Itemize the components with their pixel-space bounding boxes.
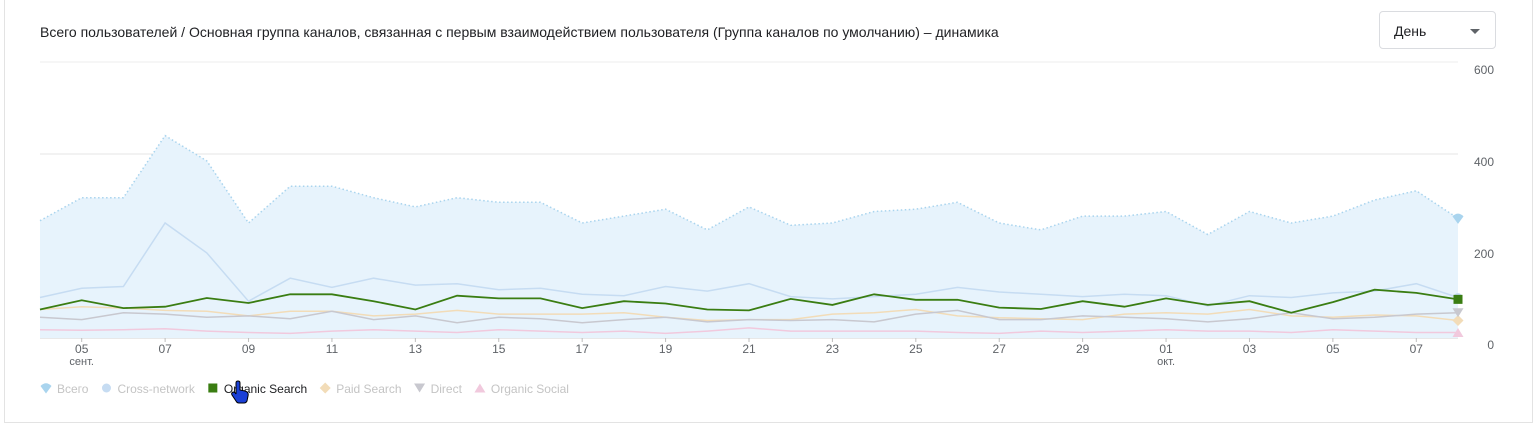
x-tick-label: 11 <box>326 342 339 356</box>
legend-item-organic-social[interactable]: Organic Social <box>491 382 569 396</box>
x-tick-label: 05 <box>1326 342 1340 356</box>
series-end-marker-organic-social <box>1452 327 1464 337</box>
x-tick-label: 09 <box>242 342 256 356</box>
y-tick-label: 600 <box>1474 63 1494 77</box>
x-tick-label: 15 <box>492 342 506 356</box>
y-tick-label: 200 <box>1474 247 1494 261</box>
x-tick-label: 27 <box>993 342 1007 356</box>
x-tick-label: 29 <box>1076 342 1090 356</box>
series-line-direct <box>39 309 1459 324</box>
x-tick-label: 07 <box>1410 342 1424 356</box>
x-tick-label: 21 <box>742 342 756 356</box>
legend-item-всего[interactable]: Всего <box>57 382 89 396</box>
legend-item-direct[interactable]: Direct <box>431 382 463 396</box>
x-tick-label: 07 <box>158 342 172 356</box>
x-tick-label: 17 <box>575 342 589 356</box>
legend-marker-organic-search <box>208 383 218 393</box>
x-tick-label: 01 <box>1159 342 1173 356</box>
legend-item-cross-network[interactable]: Cross-network <box>117 382 195 396</box>
legend-marker-всего <box>40 383 52 394</box>
series-end-marker-paid-search <box>1452 315 1464 327</box>
granularity-dropdown[interactable]: День <box>1379 11 1496 49</box>
x-tick-month-label: сент. <box>69 356 94 368</box>
x-tick-label: 03 <box>1243 342 1257 356</box>
legend-item-paid-search[interactable]: Paid Search <box>336 382 401 396</box>
y-tick-label: 0 <box>1487 338 1494 352</box>
x-tick-label: 25 <box>909 342 923 356</box>
x-tick-label: 05 <box>75 342 89 356</box>
series-end-marker-direct <box>1452 308 1464 318</box>
legend-marker-direct <box>414 383 426 393</box>
series-line-organic-search <box>39 288 1459 314</box>
chevron-down-icon <box>1470 29 1480 34</box>
hand-pointer-icon <box>231 380 249 404</box>
series-end-marker-organic-search <box>1453 294 1463 304</box>
granularity-selected-value: День <box>1394 23 1427 39</box>
chart-card: Всего пользователей / Основная группа ка… <box>4 0 1533 423</box>
x-tick-label: 23 <box>826 342 840 356</box>
series-line-cross-network <box>39 221 1459 307</box>
series-end-marker-всего <box>1452 213 1464 224</box>
x-tick-label: 19 <box>659 342 673 356</box>
y-tick-label: 400 <box>1474 155 1494 169</box>
x-tick-month-label: окт. <box>1157 356 1175 368</box>
series-line-всего <box>39 134 1459 236</box>
chart-title: Всего пользователей / Основная группа ка… <box>40 24 999 40</box>
legend-marker-organic-social <box>474 383 486 393</box>
legend-marker-cross-network <box>101 383 111 393</box>
series-line-organic-social <box>39 327 1458 335</box>
series-area-всего <box>40 135 1458 338</box>
x-tick-label: 13 <box>409 342 423 356</box>
legend-marker-paid-search <box>319 382 331 394</box>
